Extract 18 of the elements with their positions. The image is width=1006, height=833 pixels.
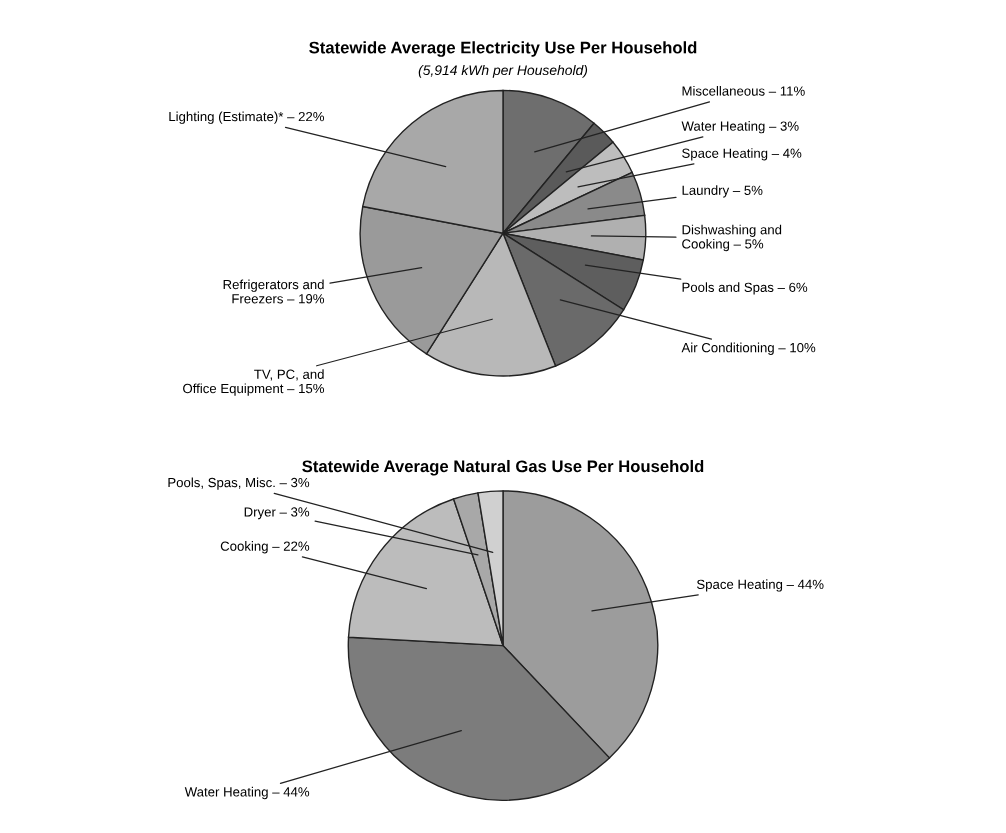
slice-label: Dishwashing and Cooking – 5%	[682, 224, 782, 252]
slice-label: Refrigerators and Freezers – 19%	[223, 279, 325, 304]
chart-subtitle: (5,914 kWh per Household)	[418, 64, 588, 78]
slice-label: Water Heating – 44%	[184, 786, 310, 800]
slice-label: TV, PC, and Office Equipment – 15%	[183, 369, 325, 396]
slice-label: Lighting (Estimate)* – 22%	[169, 111, 325, 124]
slice-label: Pools, Spas, Misc. – 3%	[168, 477, 310, 490]
slice-label: Water Heating – 3%	[681, 121, 799, 134]
slice-label: Air Conditioning – 10%	[681, 342, 816, 355]
slice-label: Dryer – 3%	[244, 507, 310, 520]
slice-label: Miscellaneous – 11%	[682, 86, 805, 96]
slice-label: Pools and Spas – 6%	[682, 282, 808, 295]
slice-label: Space Heating – 44%	[696, 579, 824, 592]
slice-label: Laundry – 5%	[682, 185, 763, 198]
chart-title: Statewide Average Electricity Use Per Household	[309, 41, 697, 57]
slice-label: Space Heating – 4%	[682, 148, 802, 161]
slice-label: Cooking – 22%	[220, 541, 310, 554]
chart-title: Statewide Average Natural Gas Use Per Household	[302, 459, 704, 476]
